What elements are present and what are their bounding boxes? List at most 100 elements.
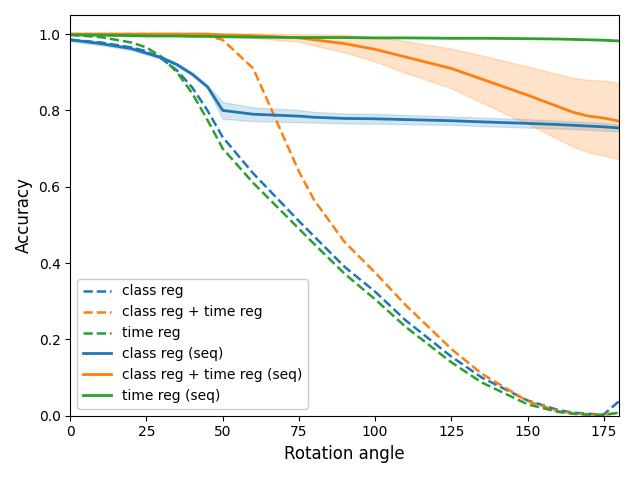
class reg (seq) [448, 118, 455, 124]
time reg (seq) [585, 37, 592, 43]
class reg + time reg [204, 33, 211, 39]
time reg [554, 409, 562, 415]
class reg [585, 411, 592, 417]
Line: time reg (seq): time reg (seq) [70, 35, 619, 41]
class reg [569, 410, 577, 415]
class reg [554, 407, 562, 413]
time reg (seq) [569, 36, 577, 42]
time reg [158, 54, 165, 60]
class reg + time reg (seq) [478, 76, 486, 82]
time reg (seq) [600, 37, 607, 43]
class reg [372, 289, 379, 294]
time reg [249, 180, 257, 186]
class reg (seq) [127, 46, 135, 52]
class reg + time reg (seq) [67, 31, 74, 37]
class reg (seq) [372, 116, 379, 122]
class reg (seq) [478, 119, 486, 125]
Line: class reg (seq): class reg (seq) [70, 40, 619, 128]
time reg [372, 296, 379, 302]
class reg [341, 264, 349, 270]
class reg + time reg (seq) [219, 32, 226, 38]
class reg + time reg (seq) [372, 46, 379, 52]
time reg [188, 90, 196, 96]
class reg + time reg [600, 412, 607, 418]
class reg (seq) [554, 122, 562, 128]
class reg (seq) [402, 117, 410, 122]
time reg (seq) [554, 36, 562, 42]
class reg + time reg (seq) [524, 92, 531, 98]
time reg (seq) [524, 36, 531, 42]
time reg [67, 32, 74, 38]
class reg + time reg [311, 197, 318, 203]
X-axis label: Rotation angle: Rotation angle [284, 445, 405, 463]
time reg [311, 241, 318, 247]
class reg [188, 85, 196, 90]
class reg (seq) [249, 111, 257, 117]
time reg (seq) [173, 33, 181, 39]
time reg [402, 324, 410, 330]
time reg (seq) [295, 34, 302, 40]
class reg + time reg [585, 412, 592, 417]
class reg + time reg (seq) [204, 31, 211, 37]
class reg + time reg [143, 31, 150, 37]
class reg + time reg (seq) [158, 31, 165, 37]
time reg [204, 117, 211, 123]
Legend: class reg, class reg + time reg, time reg, class reg (seq), class reg + time reg: class reg, class reg + time reg, time re… [77, 279, 307, 409]
time reg (seq) [249, 34, 257, 40]
class reg + time reg (seq) [97, 31, 105, 37]
time reg [219, 146, 226, 152]
class reg (seq) [143, 50, 150, 56]
time reg [127, 40, 135, 45]
class reg [524, 398, 531, 403]
class reg (seq) [600, 124, 607, 130]
class reg + time reg [524, 398, 531, 404]
class reg + time reg [158, 31, 165, 37]
class reg + time reg (seq) [569, 109, 577, 115]
class reg (seq) [97, 41, 105, 46]
class reg [67, 37, 74, 43]
class reg [204, 108, 211, 113]
time reg [143, 44, 150, 50]
time reg [524, 402, 531, 407]
class reg [249, 171, 257, 176]
time reg [173, 69, 181, 75]
class reg [219, 134, 226, 140]
class reg + time reg (seq) [600, 115, 607, 121]
class reg (seq) [585, 123, 592, 129]
class reg (seq) [188, 71, 196, 77]
class reg [158, 56, 165, 62]
time reg (seq) [402, 35, 410, 41]
class reg + time reg [249, 65, 257, 71]
class reg + time reg [372, 270, 379, 275]
time reg [295, 226, 302, 231]
class reg + time reg (seq) [448, 65, 455, 71]
class reg + time reg [402, 302, 410, 308]
class reg + time reg [554, 408, 562, 414]
class reg + time reg (seq) [341, 41, 349, 46]
class reg (seq) [204, 84, 211, 89]
time reg (seq) [204, 33, 211, 39]
time reg [569, 411, 577, 417]
class reg + time reg [569, 411, 577, 416]
class reg [143, 48, 150, 54]
time reg (seq) [158, 33, 165, 39]
class reg + time reg [127, 31, 135, 37]
class reg (seq) [173, 62, 181, 67]
class reg (seq) [311, 114, 318, 120]
class reg + time reg [97, 31, 105, 37]
class reg [448, 354, 455, 359]
time reg [615, 410, 623, 415]
class reg + time reg (seq) [173, 31, 181, 37]
Line: time reg: time reg [70, 35, 619, 415]
time reg (seq) [478, 35, 486, 41]
class reg (seq) [569, 122, 577, 128]
class reg [478, 375, 486, 380]
class reg [311, 233, 318, 239]
Line: class reg + time reg: class reg + time reg [70, 34, 619, 415]
time reg (seq) [219, 34, 226, 40]
class reg [402, 317, 410, 323]
class reg (seq) [524, 120, 531, 126]
class reg (seq) [615, 125, 623, 131]
class reg (seq) [158, 55, 165, 61]
class reg [173, 67, 181, 73]
